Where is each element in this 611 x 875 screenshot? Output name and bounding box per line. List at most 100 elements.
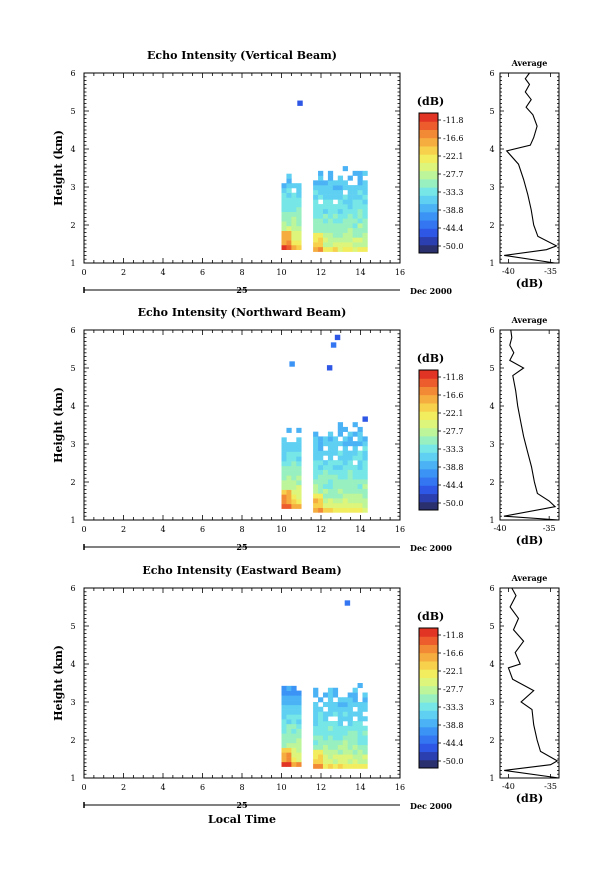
colorbar-swatch xyxy=(419,378,438,387)
heatmap-cell xyxy=(332,218,339,224)
colorbar-swatch xyxy=(419,636,438,645)
heatmap-cell xyxy=(296,728,302,734)
heatmap-cell xyxy=(362,237,368,243)
heatmap-cell xyxy=(286,230,292,236)
heatmap-cell xyxy=(318,194,324,200)
heatmap-cell xyxy=(286,225,292,231)
heatmap-cell xyxy=(347,227,353,233)
heatmap-cell xyxy=(313,740,319,746)
heatmap-cell xyxy=(332,237,339,243)
heatmap-cell xyxy=(362,445,368,451)
average-y-tick-label: 6 xyxy=(489,326,494,335)
average-y-tick-label: 4 xyxy=(489,660,494,669)
x-tick-label: 14 xyxy=(355,268,365,277)
heatmap-cell xyxy=(347,242,353,248)
x-tick-label: 6 xyxy=(200,268,205,277)
heatmap-cell xyxy=(337,697,344,703)
heatmap-cell xyxy=(318,237,324,243)
heatmap-cell xyxy=(322,441,329,447)
heatmap-cell xyxy=(291,221,297,227)
heatmap-cell xyxy=(281,733,287,739)
heatmap-cell xyxy=(342,744,348,750)
average-title: Average xyxy=(511,315,548,325)
heatmap-cell xyxy=(286,747,292,753)
heatmap-cell xyxy=(281,475,287,481)
heatmap-cell xyxy=(342,697,348,703)
average-y-tick-label: 2 xyxy=(489,736,494,745)
heatmap-cell xyxy=(337,460,344,466)
heatmap-cell xyxy=(291,211,297,217)
heatmap-cell xyxy=(286,494,292,500)
heatmap-cell xyxy=(352,507,358,513)
heatmap-cell xyxy=(281,503,287,509)
heatmap-cell xyxy=(342,185,348,191)
heatmap-cell xyxy=(327,483,334,489)
average-title: Average xyxy=(511,58,548,68)
x-tick-label: 8 xyxy=(239,783,244,792)
colorbar-swatch xyxy=(419,129,438,139)
heatmap-cell xyxy=(296,446,302,452)
heatmap-cell xyxy=(281,484,287,490)
heatmap-cell xyxy=(362,189,368,195)
heatmap-cell xyxy=(296,451,302,457)
x-tick-label: 14 xyxy=(355,783,365,792)
heatmap-cell xyxy=(362,716,368,722)
heatmap-cell xyxy=(332,213,339,219)
heatmap-cell xyxy=(332,436,339,442)
heatmap-cell xyxy=(313,735,319,741)
heatmap-cell xyxy=(342,426,348,432)
heatmap-cell xyxy=(322,223,329,229)
heatmap-cell xyxy=(322,199,329,205)
heatmap-cell xyxy=(357,170,363,176)
heatmap-cell xyxy=(281,221,287,227)
heatmap-cell xyxy=(332,445,339,451)
heatmap-cell xyxy=(318,469,324,475)
heatmap-cell xyxy=(313,754,319,760)
colorbar-swatch xyxy=(419,211,438,221)
heatmap-cell xyxy=(357,460,363,466)
heatmap-cell xyxy=(281,685,287,691)
heatmap-cell xyxy=(296,695,302,701)
colorbar-tick-label: -27.7 xyxy=(443,685,464,694)
heatmap-cell xyxy=(296,225,302,231)
heatmap-cell xyxy=(347,716,353,722)
panel-1: Echo Intensity (Northward Beam)0 2 4 6 8 10 12… xyxy=(52,306,560,553)
heatmap-cell xyxy=(313,460,319,466)
colorbar-swatch xyxy=(419,419,438,429)
colorbar-tick-label: -44.4 xyxy=(443,739,464,748)
heatmap-cell xyxy=(337,242,344,248)
y-tick-label: 5 xyxy=(70,622,75,631)
heatmap-cell xyxy=(337,507,344,513)
heatmap-cell xyxy=(347,223,353,229)
heatmap-cell xyxy=(313,441,319,447)
y-tick-label: 6 xyxy=(70,584,75,593)
heatmap-cell xyxy=(342,507,348,513)
heatmap-cell xyxy=(332,189,339,195)
y-tick-label: 5 xyxy=(70,107,75,116)
heatmap-cell xyxy=(352,431,358,437)
heatmap-cell xyxy=(357,759,363,765)
heatmap-cell xyxy=(322,735,329,741)
heatmap-cell xyxy=(313,498,319,504)
average-unit: (dB) xyxy=(516,792,543,805)
heatmap-cell xyxy=(281,489,287,495)
heatmap-cell xyxy=(281,451,287,457)
heatmap-cell xyxy=(357,213,363,219)
heatmap-cell xyxy=(337,716,344,722)
heatmap-cell xyxy=(296,484,302,490)
average-y-tick-label: 3 xyxy=(489,440,494,449)
heatmap-cell xyxy=(322,208,329,214)
heatmap-cell xyxy=(322,232,329,238)
heatmap-cell xyxy=(337,502,344,508)
heatmap-cell xyxy=(357,246,363,252)
x-tick-label: 12 xyxy=(316,525,326,534)
x-tick-label: 0 xyxy=(81,525,86,534)
heatmap-cell xyxy=(318,493,324,499)
heatmap-cell xyxy=(347,749,353,755)
heatmap-cell xyxy=(337,479,344,485)
heatmap-cell xyxy=(281,183,287,189)
date-label: Dec 2000 xyxy=(410,286,452,296)
heatmap-cell xyxy=(313,436,319,442)
heatmap-cell xyxy=(337,725,344,731)
x-tick-label: 16 xyxy=(395,525,405,534)
